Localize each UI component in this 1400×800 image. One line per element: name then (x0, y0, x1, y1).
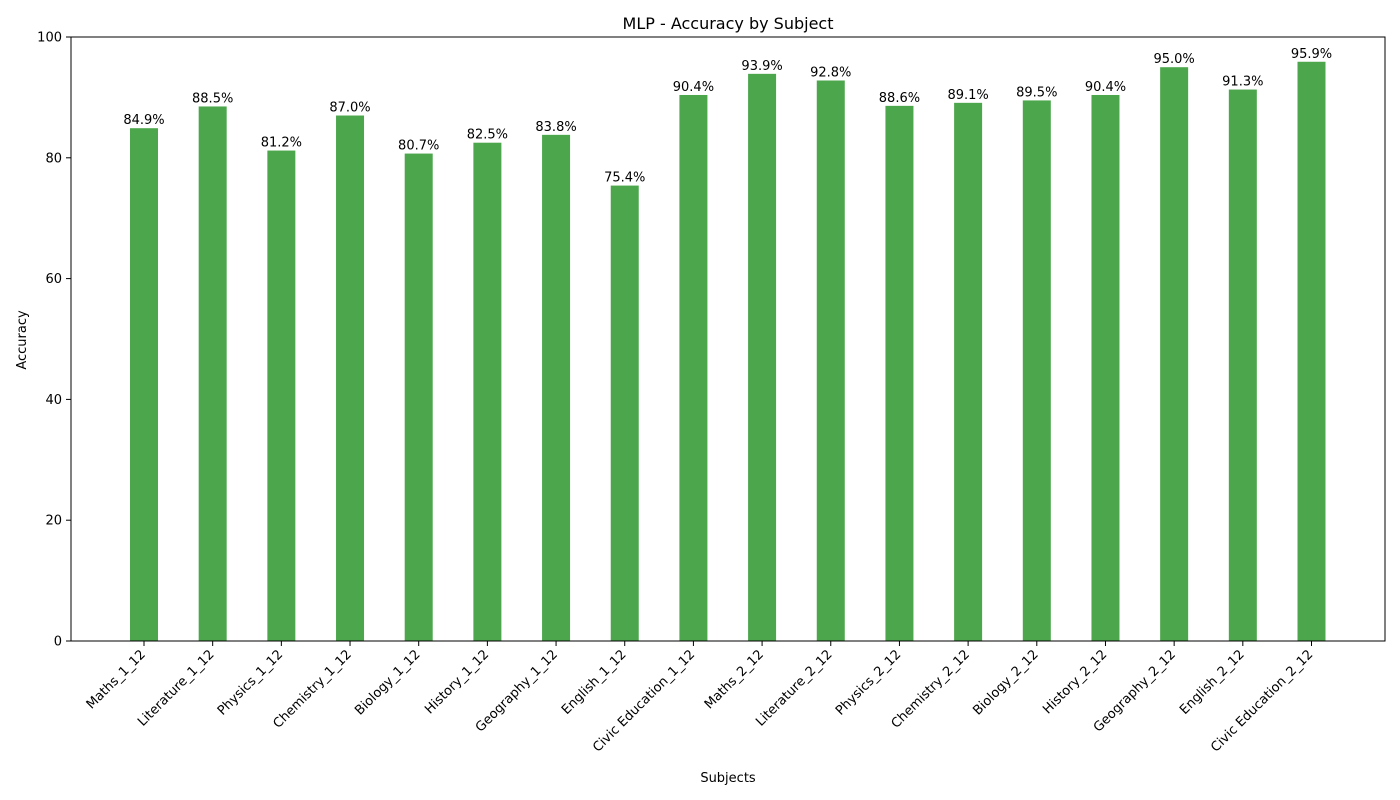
bar-value-label: 95.0% (1153, 52, 1194, 67)
bar-value-label: 90.4% (673, 80, 714, 95)
x-tick-label: Literature_2_12 (753, 647, 835, 729)
x-tick-label: English_2_12 (1177, 647, 1248, 718)
bar-value-label: 89.1% (947, 88, 988, 103)
bar-value-label: 92.8% (810, 65, 851, 80)
chart-title: MLP - Accuracy by Subject (623, 14, 834, 33)
x-tick-label: Biology_1_12 (352, 647, 423, 718)
bar-value-label: 91.3% (1222, 75, 1263, 90)
x-axis-label: Subjects (700, 771, 756, 786)
bar-value-label: 88.5% (192, 91, 233, 106)
bar-value-label: 83.8% (535, 120, 576, 135)
bar-civic-education_1_12 (679, 94, 708, 641)
bar-value-label: 88.6% (879, 91, 920, 106)
bar-maths_2_12 (748, 73, 777, 642)
y-tick-label: 20 (45, 514, 62, 529)
bar-maths_1_12 (130, 128, 158, 642)
bar-chemistry_2_12 (954, 102, 983, 641)
bar-chemistry_1_12 (336, 115, 365, 641)
bar-english_1_12 (610, 185, 639, 642)
bar-geography_1_12 (542, 134, 571, 641)
bar-geography_2_12 (1160, 67, 1189, 641)
bar-value-label: 90.4% (1085, 80, 1126, 95)
x-tick-label: Physics_2_12 (833, 647, 904, 718)
y-axis: 0 20 40 60 80 100 (37, 31, 71, 650)
bar-english_2_12 (1228, 89, 1257, 642)
bar-value-label: 82.5% (467, 128, 508, 143)
plot-frame (70, 36, 1386, 642)
y-tick-label: 0 (54, 635, 62, 650)
bar-physics_2_12 (885, 105, 914, 641)
bar-literature_2_12 (816, 80, 845, 642)
bar-literature_1_12 (198, 106, 227, 641)
x-tick-label: English_1_12 (559, 647, 630, 718)
x-tick-label: History_1_12 (422, 647, 492, 717)
bar-value-label: 87.0% (329, 101, 370, 116)
bar-history_2_12 (1091, 94, 1120, 641)
bar-biology_1_12 (404, 153, 433, 641)
x-tick-label: Maths_1_12 (84, 647, 149, 712)
bar-civic-education_2_12 (1297, 61, 1326, 642)
y-tick-label: 100 (37, 31, 62, 46)
bars-group (130, 61, 1326, 642)
bar-value-label: 93.9% (741, 59, 782, 74)
bar-value-label: 81.2% (261, 136, 302, 151)
data-labels-group: 84.9% 88.5% 81.2% 87.0% 80.7% 82.5% 83.8% 75.4%… (123, 47, 1332, 186)
bar-physics_1_12 (267, 150, 296, 641)
x-tick-label: History_2_12 (1040, 647, 1110, 717)
bar-value-label: 75.4% (604, 171, 645, 186)
bar-value-label: 84.9% (123, 113, 164, 128)
bar-value-label: 95.9% (1291, 47, 1332, 62)
bar-history_1_12 (473, 142, 502, 641)
x-tick-label: Maths_2_12 (702, 647, 767, 712)
x-axis: Maths_1_12Literature_1_12Physics_1_12Che… (84, 641, 1316, 755)
bar-value-label: 89.5% (1016, 85, 1057, 100)
x-tick-label: Physics_1_12 (215, 647, 286, 718)
x-tick-label: Biology_2_12 (970, 647, 1041, 718)
bar-biology_2_12 (1022, 100, 1051, 642)
y-tick-label: 40 (45, 393, 62, 408)
bar-value-label: 80.7% (398, 139, 439, 154)
x-tick-label: Literature_1_12 (135, 647, 217, 729)
y-tick-label: 60 (45, 272, 62, 287)
y-axis-label: Accuracy (15, 310, 30, 370)
y-tick-label: 80 (45, 151, 62, 166)
